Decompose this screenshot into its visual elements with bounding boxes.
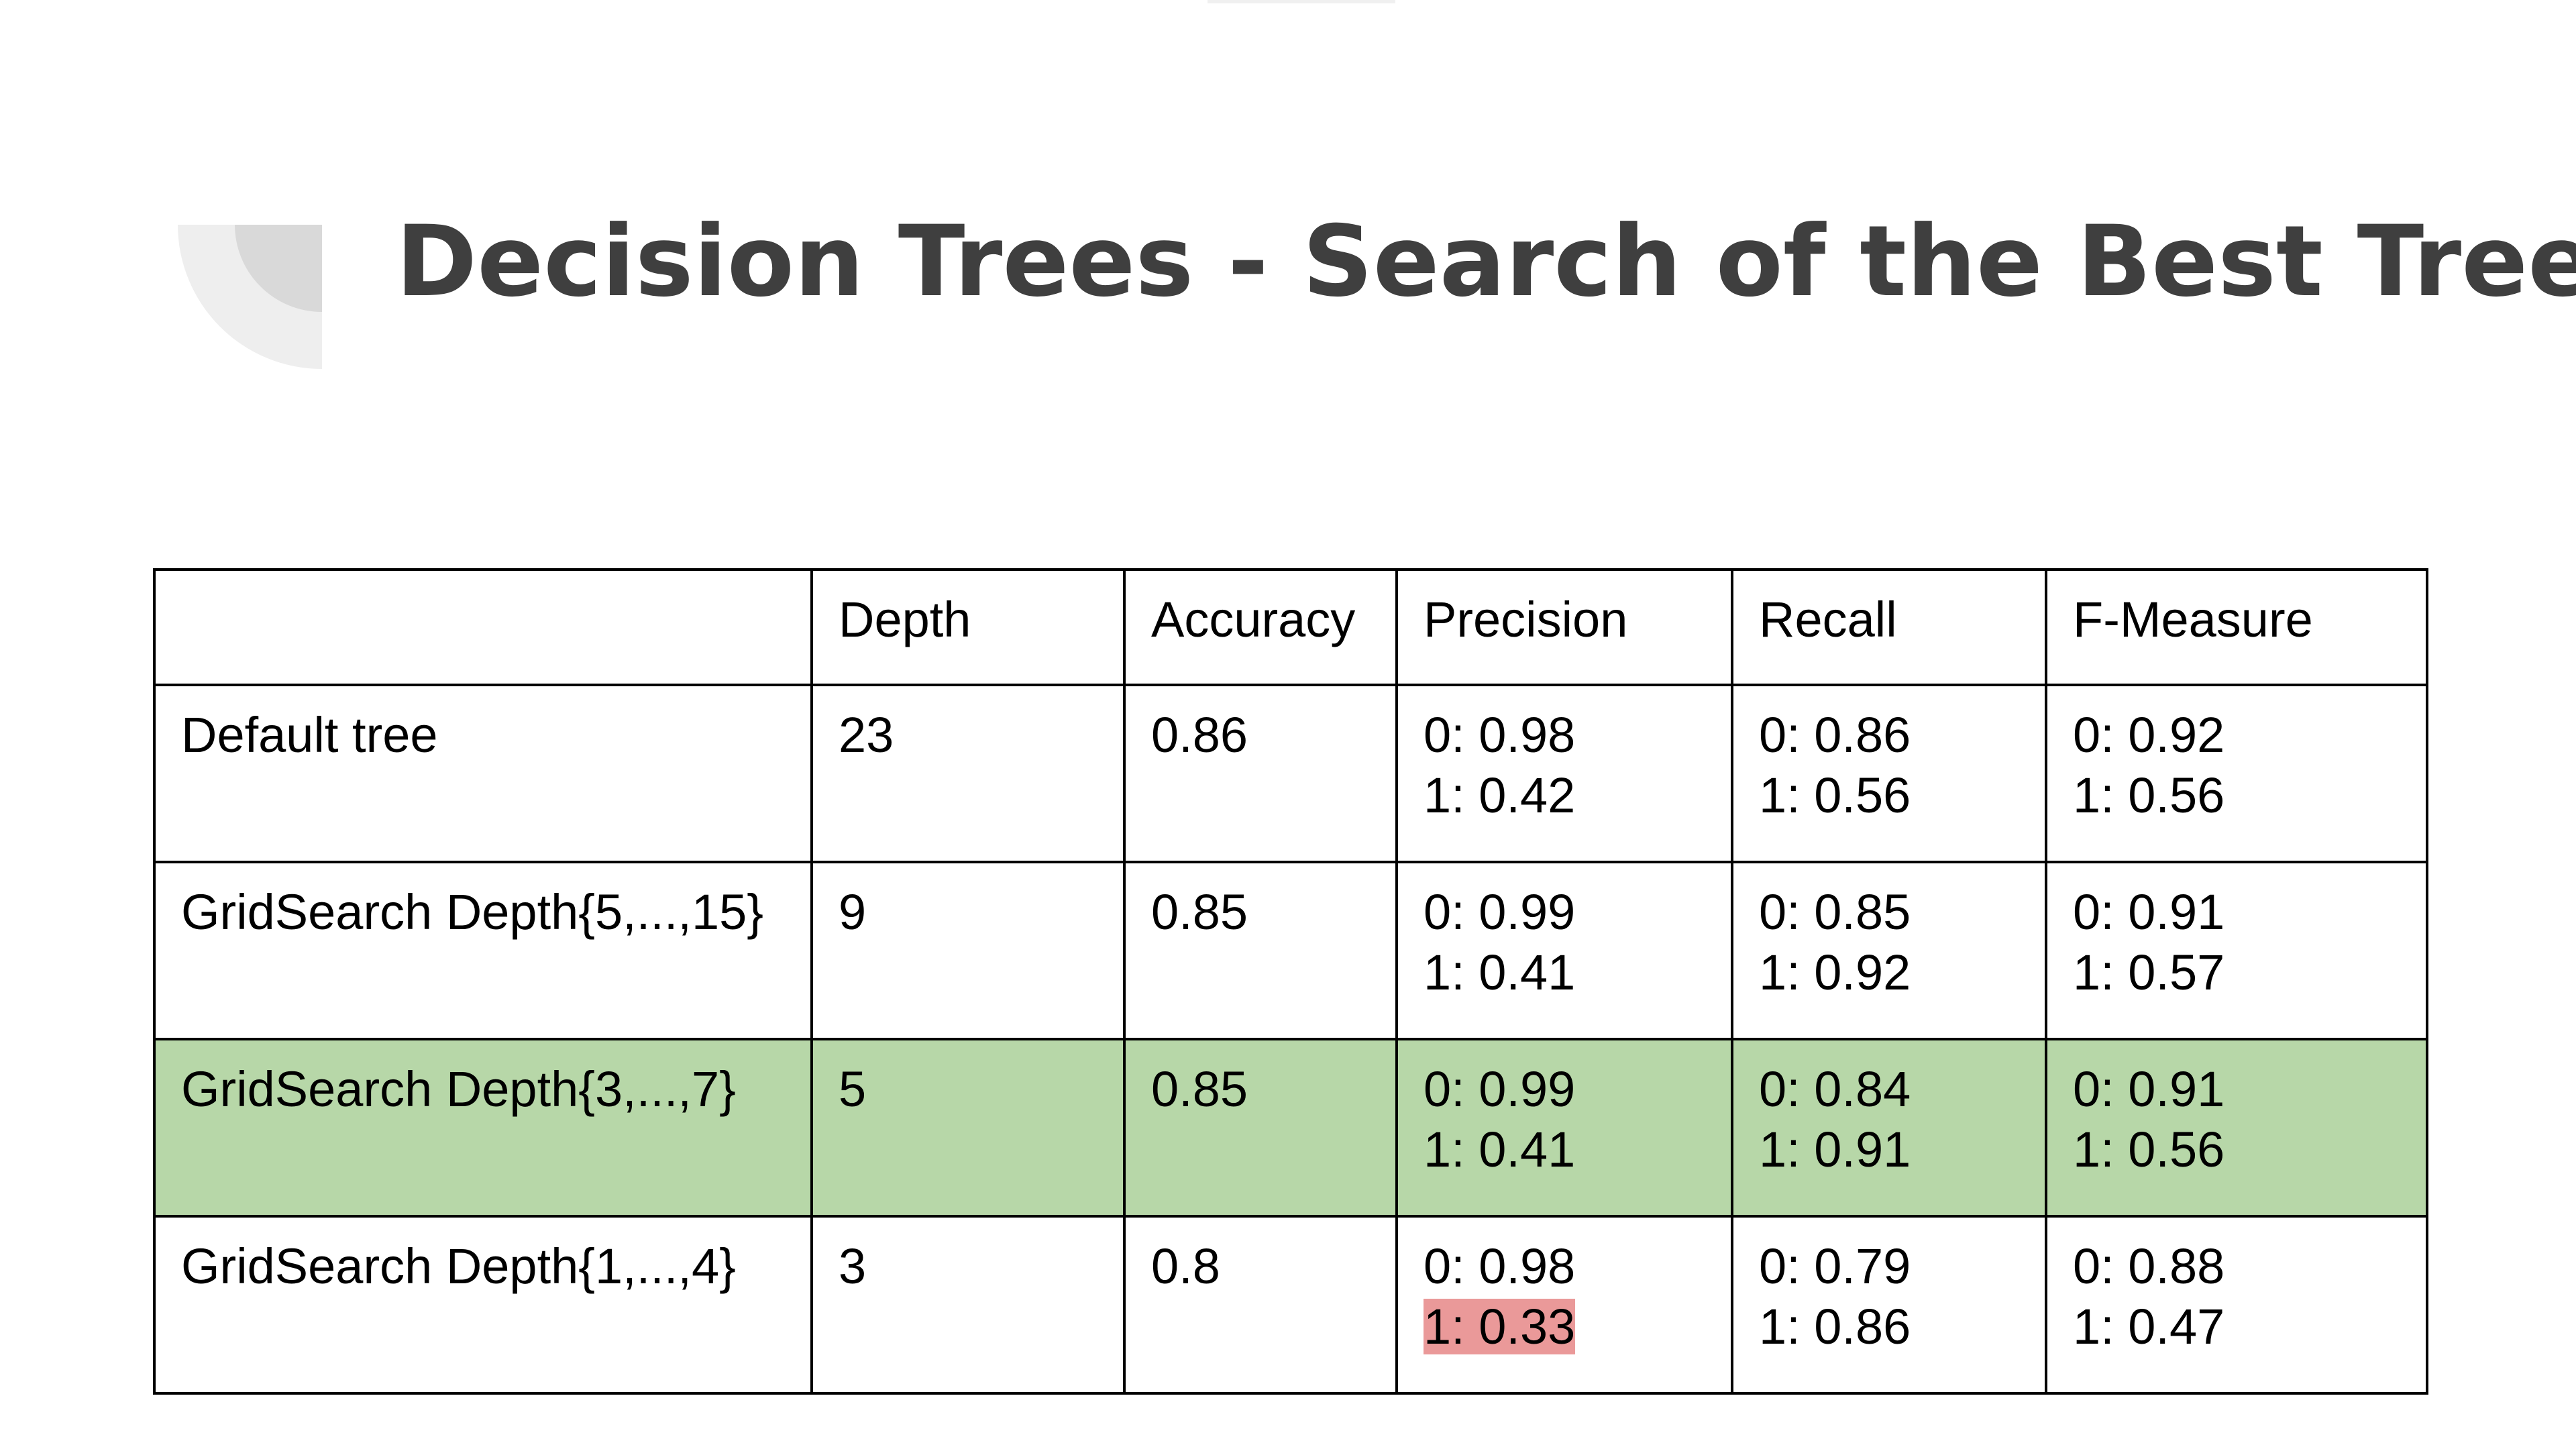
fmeasure-class-1: 1: 0.56 — [2073, 1122, 2225, 1177]
model-cell: GridSearch Depth{5,...,15} — [153, 861, 813, 1040]
precision-class-0: 0: 0.98 — [1424, 1238, 1576, 1294]
slide-title: Decision Trees - Search of the Best Tree — [396, 205, 2576, 319]
model-cell: Default tree — [153, 684, 813, 863]
recall-cell: 0: 0.84 1: 0.91 — [1731, 1038, 2047, 1218]
header-cell-depth: Depth — [810, 568, 1126, 686]
recall-class-0: 0: 0.84 — [1759, 1061, 1911, 1117]
header-cell-precision: Precision — [1395, 568, 1733, 686]
fmeasure-class-1: 1: 0.47 — [2073, 1299, 2225, 1354]
recall-cell: 0: 0.79 1: 0.86 — [1731, 1215, 2047, 1395]
table-header-row: Depth Accuracy Precision Recall F-Measur… — [153, 568, 2428, 686]
corner-decoration-icon — [178, 225, 322, 369]
precision-class-0: 0: 0.99 — [1424, 884, 1576, 940]
recall-class-1: 1: 0.86 — [1759, 1299, 1911, 1354]
depth-cell: 3 — [810, 1215, 1126, 1395]
recall-class-0: 0: 0.85 — [1759, 884, 1911, 940]
table-row: GridSearch Depth{1,...,4} 3 0.8 0: 0.98 … — [153, 1215, 2428, 1395]
fmeasure-class-0: 0: 0.92 — [2073, 707, 2225, 763]
fmeasure-cell: 0: 0.91 1: 0.57 — [2045, 861, 2428, 1040]
fmeasure-class-0: 0: 0.91 — [2073, 884, 2225, 940]
top-decoration-line — [1208, 0, 1395, 3]
precision-class-1-flagged: 1: 0.33 — [1424, 1299, 1576, 1354]
recall-class-1: 1: 0.91 — [1759, 1122, 1911, 1177]
recall-class-1: 1: 0.56 — [1759, 767, 1911, 823]
fmeasure-cell: 0: 0.88 1: 0.47 — [2045, 1215, 2428, 1395]
fmeasure-cell: 0: 0.91 1: 0.56 — [2045, 1038, 2428, 1218]
precision-cell: 0: 0.98 1: 0.42 — [1395, 684, 1733, 863]
table-row: GridSearch Depth{5,...,15} 9 0.85 0: 0.9… — [153, 861, 2428, 1040]
header-cell-accuracy: Accuracy — [1123, 568, 1398, 686]
recall-cell: 0: 0.86 1: 0.56 — [1731, 684, 2047, 863]
header-cell-model — [153, 568, 813, 686]
precision-class-0: 0: 0.99 — [1424, 1061, 1576, 1117]
precision-cell: 0: 0.98 1: 0.33 — [1395, 1215, 1733, 1395]
table-row-best: GridSearch Depth{3,...,7} 5 0.85 0: 0.99… — [153, 1038, 2428, 1218]
header-cell-fmeasure: F-Measure — [2045, 568, 2428, 686]
header-cell-recall: Recall — [1731, 568, 2047, 686]
precision-class-0: 0: 0.98 — [1424, 707, 1576, 763]
fmeasure-class-1: 1: 0.57 — [2073, 945, 2225, 1000]
fmeasure-class-1: 1: 0.56 — [2073, 767, 2225, 823]
recall-class-0: 0: 0.79 — [1759, 1238, 1911, 1294]
recall-cell: 0: 0.85 1: 0.92 — [1731, 861, 2047, 1040]
depth-cell: 9 — [810, 861, 1126, 1040]
accuracy-cell: 0.85 — [1123, 861, 1398, 1040]
accuracy-cell: 0.86 — [1123, 684, 1398, 863]
table-row: Default tree 23 0.86 0: 0.98 1: 0.42 0: … — [153, 684, 2428, 863]
precision-class-1: 1: 0.41 — [1424, 1122, 1576, 1177]
results-table: Depth Accuracy Precision Recall F-Measur… — [153, 568, 2428, 1395]
precision-cell: 0: 0.99 1: 0.41 — [1395, 1038, 1733, 1218]
precision-cell: 0: 0.99 1: 0.41 — [1395, 861, 1733, 1040]
model-cell: GridSearch Depth{3,...,7} — [153, 1038, 813, 1218]
precision-class-1: 1: 0.42 — [1424, 767, 1576, 823]
recall-class-1: 1: 0.92 — [1759, 945, 1911, 1000]
recall-class-0: 0: 0.86 — [1759, 707, 1911, 763]
accuracy-cell: 0.8 — [1123, 1215, 1398, 1395]
precision-class-1: 1: 0.41 — [1424, 945, 1576, 1000]
fmeasure-class-0: 0: 0.91 — [2073, 1061, 2225, 1117]
accuracy-cell: 0.85 — [1123, 1038, 1398, 1218]
depth-cell: 5 — [810, 1038, 1126, 1218]
fmeasure-class-0: 0: 0.88 — [2073, 1238, 2225, 1294]
fmeasure-cell: 0: 0.92 1: 0.56 — [2045, 684, 2428, 863]
depth-cell: 23 — [810, 684, 1126, 863]
model-cell: GridSearch Depth{1,...,4} — [153, 1215, 813, 1395]
